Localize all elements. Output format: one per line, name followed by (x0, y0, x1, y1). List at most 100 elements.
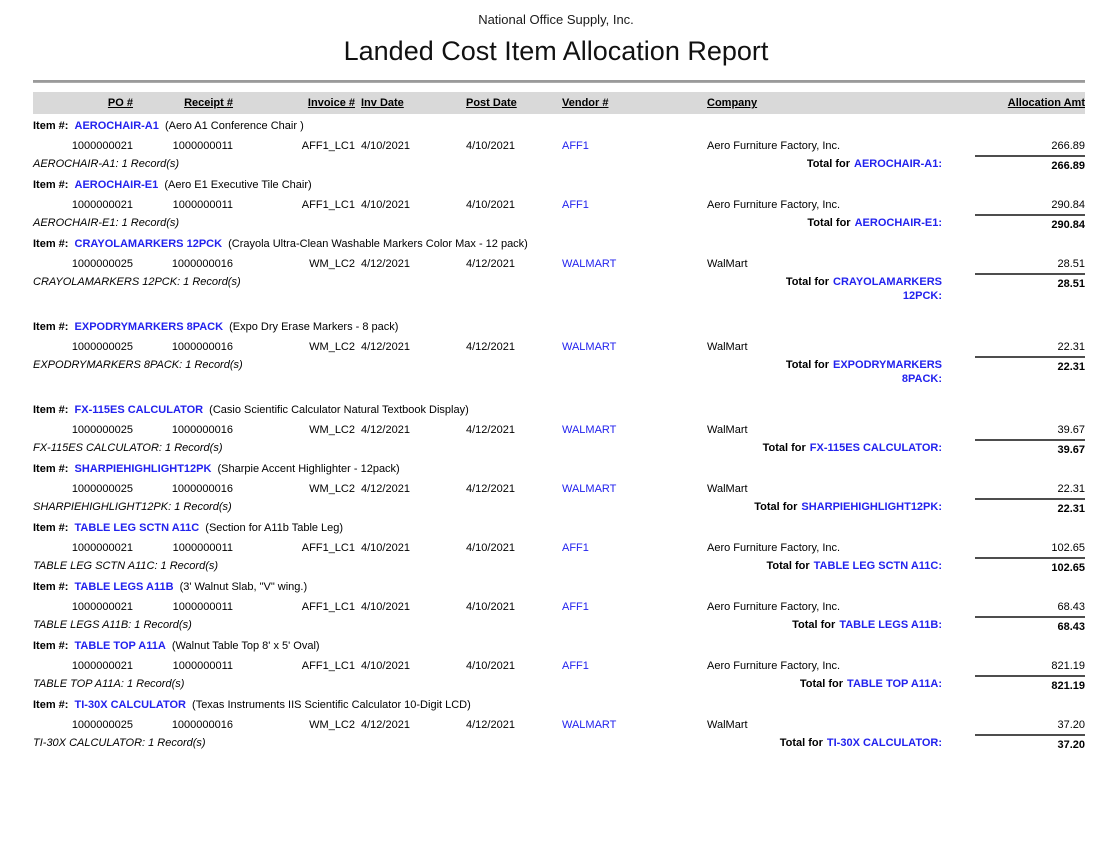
item-summary-row: AEROCHAIR-A1: 1 Record(s) Total for AEROC… (33, 155, 1085, 173)
record-count: AEROCHAIR-E1: 1 Record(s) (33, 217, 180, 229)
total-label: Total for CRAYOLAMARKERS 12PCK: (749, 273, 942, 303)
invoice-number: WM_LC2 (309, 257, 355, 270)
total-label: Total for TABLE TOP A11A: (749, 675, 942, 691)
col-header-allocation-amt: Allocation Amt (1007, 97, 1085, 109)
post-date: 4/12/2021 (466, 718, 515, 731)
vendor-link[interactable]: AFF1 (562, 139, 589, 152)
post-date: 4/12/2021 (466, 482, 515, 495)
vendor-link[interactable]: WALMART (562, 423, 617, 436)
total-for-label: Total for (806, 158, 850, 170)
item-code-link[interactable]: TABLE LEG SCTN A11C (74, 522, 200, 534)
item-summary-row: TABLE LEGS A11B: 1 Record(s) Total for TA… (33, 616, 1085, 634)
vendor-link[interactable]: WALMART (562, 340, 617, 353)
item-code-link[interactable]: AEROCHAIR-E1 (74, 179, 159, 191)
total-item-link[interactable]: EXPODRYMARKERS 8PACK: (833, 359, 942, 385)
po-number: 1000000021 (71, 198, 133, 211)
item-description: (Casio Scientific Calculator Natural Tex… (209, 404, 469, 416)
record-count: TABLE TOP A11A: 1 Record(s) (33, 678, 185, 690)
item-section: Item #: EXPODRYMARKERS 8PACK (Expo Dry E… (33, 319, 1085, 386)
receipt-number: 1000000011 (172, 541, 233, 554)
total-label: Total for AEROCHAIR-A1: (749, 155, 942, 171)
total-amount: 821.19 (975, 675, 1085, 693)
total-item-link[interactable]: TABLE LEG SCTN A11C: (813, 560, 942, 572)
invoice-date: 4/12/2021 (361, 257, 410, 270)
item-code-link[interactable]: SHARPIEHIGHLIGHT12PK (74, 463, 212, 475)
total-item-link[interactable]: TABLE LEGS A11B: (839, 619, 942, 631)
total-item-link[interactable]: TABLE TOP A11A: (847, 678, 942, 690)
total-item-link[interactable]: CRAYOLAMARKERS 12PCK: (833, 276, 942, 302)
item-section: Item #: AEROCHAIR-A1 (Aero A1 Conference… (33, 118, 1085, 173)
invoice-number: WM_LC2 (309, 423, 355, 436)
item-summary-row: TABLE LEG SCTN A11C: 1 Record(s) Total f… (33, 557, 1085, 575)
vendor-link[interactable]: WALMART (562, 482, 617, 495)
allocation-row: 1000000021 1000000011 AFF1_LC1 4/10/2021… (33, 595, 1085, 616)
allocation-row: 1000000021 1000000011 AFF1_LC1 4/10/2021… (33, 654, 1085, 675)
total-amount: 22.31 (975, 356, 1085, 374)
item-section: Item #: TABLE TOP A11A (Walnut Table Top… (33, 638, 1085, 693)
record-count: TABLE LEGS A11B: 1 Record(s) (33, 619, 192, 631)
col-header-inv-date: Inv Date (361, 97, 404, 109)
total-for-label: Total for (754, 501, 798, 513)
item-code-link[interactable]: TI-30X CALCULATOR (74, 699, 186, 711)
item-section: Item #: AEROCHAIR-E1 (Aero E1 Executive … (33, 177, 1085, 232)
allocation-amount: 266.89 (1051, 139, 1085, 152)
invoice-date: 4/12/2021 (361, 423, 410, 436)
post-date: 4/10/2021 (466, 541, 515, 554)
receipt-number: 1000000011 (172, 600, 233, 613)
item-section: Item #: TABLE LEG SCTN A11C (Section for… (33, 520, 1085, 575)
invoice-number: AFF1_LC1 (301, 139, 355, 152)
total-item-link[interactable]: AEROCHAIR-A1: (854, 158, 942, 170)
total-amount: 22.31 (975, 498, 1085, 516)
total-amount: 290.84 (975, 214, 1085, 232)
item-summary-row: TI-30X CALCULATOR: 1 Record(s) Total for… (33, 734, 1085, 752)
item-description: (Section for A11b Table Leg) (205, 522, 344, 534)
vendor-link[interactable]: AFF1 (562, 659, 589, 672)
item-summary-row: TABLE TOP A11A: 1 Record(s) Total for TAB… (33, 675, 1085, 693)
item-description: (Expo Dry Erase Markers - 8 pack) (229, 321, 399, 333)
po-number: 1000000021 (71, 139, 133, 152)
vendor-link[interactable]: AFF1 (562, 600, 589, 613)
po-number: 1000000025 (71, 423, 133, 436)
receipt-number: 1000000016 (171, 257, 233, 270)
col-header-po: PO # (107, 97, 133, 109)
invoice-date: 4/12/2021 (361, 340, 410, 353)
total-item-link[interactable]: FX-115ES CALCULATOR: (809, 442, 942, 454)
receipt-number: 1000000016 (171, 718, 233, 731)
item-code-link[interactable]: AEROCHAIR-A1 (74, 120, 159, 132)
receipt-number: 1000000011 (172, 139, 233, 152)
item-summary-row: CRAYOLAMARKERS 12PCK: 1 Record(s) Total … (33, 273, 1085, 303)
vendor-link[interactable]: WALMART (562, 718, 617, 731)
total-label: Total for TABLE LEG SCTN A11C: (749, 557, 942, 573)
col-header-invoice: Invoice # (307, 97, 355, 109)
allocation-amount: 22.31 (1057, 340, 1085, 353)
item-code-link[interactable]: CRAYOLAMARKERS 12PCK (74, 238, 223, 250)
total-item-link[interactable]: AEROCHAIR-E1: (854, 217, 942, 229)
company-cell: WalMart (707, 718, 748, 731)
item-description: (Texas Instruments IIS Scientific Calcul… (192, 699, 471, 711)
vendor-link[interactable]: AFF1 (562, 198, 589, 211)
total-amount: 68.43 (975, 616, 1085, 634)
po-number: 1000000025 (71, 340, 133, 353)
item-description: (Crayola Ultra-Clean Washable Markers Co… (228, 238, 528, 250)
item-number-label: Item #: (33, 321, 69, 333)
total-label: Total for SHARPIEHIGHLIGHT12PK: (749, 498, 942, 514)
invoice-number: WM_LC2 (309, 482, 355, 495)
post-date: 4/12/2021 (466, 340, 515, 353)
total-amount: 266.89 (975, 155, 1085, 173)
vendor-link[interactable]: AFF1 (562, 541, 589, 554)
item-summary-row: SHARPIEHIGHLIGHT12PK: 1 Record(s) Total … (33, 498, 1085, 516)
item-code-link[interactable]: EXPODRYMARKERS 8PACK (74, 321, 224, 333)
company-cell: WalMart (707, 257, 748, 270)
total-item-link[interactable]: TI-30X CALCULATOR: (826, 737, 942, 749)
vendor-link[interactable]: WALMART (562, 257, 617, 270)
item-code-link[interactable]: TABLE LEGS A11B (74, 581, 174, 593)
item-summary-row: EXPODRYMARKERS 8PACK: 1 Record(s) Total … (33, 356, 1085, 386)
item-code-link[interactable]: FX-115ES CALCULATOR (74, 404, 204, 416)
item-number-label: Item #: (33, 238, 69, 250)
po-number: 1000000021 (71, 600, 133, 613)
item-code-link[interactable]: TABLE TOP A11A (74, 640, 166, 652)
item-description: (3' Walnut Slab, "V" wing.) (179, 581, 308, 593)
item-header-line: Item #: EXPODRYMARKERS 8PACK (Expo Dry E… (33, 319, 1085, 335)
total-item-link[interactable]: SHARPIEHIGHLIGHT12PK: (801, 501, 942, 513)
record-count: SHARPIEHIGHLIGHT12PK: 1 Record(s) (33, 501, 232, 513)
